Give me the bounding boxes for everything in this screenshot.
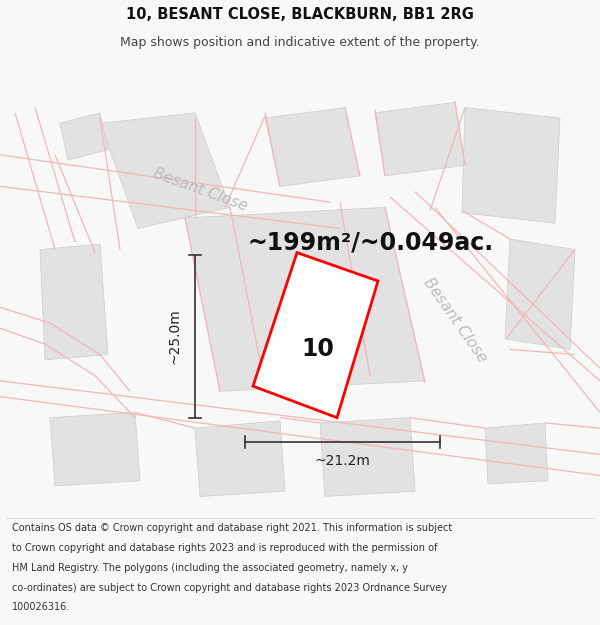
Polygon shape xyxy=(375,102,465,176)
Text: Besant Close: Besant Close xyxy=(421,275,490,365)
Polygon shape xyxy=(185,208,425,391)
Polygon shape xyxy=(462,107,560,223)
Text: ~199m²/~0.049ac.: ~199m²/~0.049ac. xyxy=(248,230,494,254)
Polygon shape xyxy=(60,113,108,160)
Text: HM Land Registry. The polygons (including the associated geometry, namely x, y: HM Land Registry. The polygons (includin… xyxy=(12,562,408,572)
Polygon shape xyxy=(265,107,360,186)
Polygon shape xyxy=(485,423,548,484)
Polygon shape xyxy=(320,418,415,496)
Text: 10, BESANT CLOSE, BLACKBURN, BB1 2RG: 10, BESANT CLOSE, BLACKBURN, BB1 2RG xyxy=(126,8,474,22)
Text: Map shows position and indicative extent of the property.: Map shows position and indicative extent… xyxy=(120,36,480,49)
Text: ~21.2m: ~21.2m xyxy=(314,454,370,468)
Polygon shape xyxy=(50,412,140,486)
Polygon shape xyxy=(253,253,378,418)
Text: Contains OS data © Crown copyright and database right 2021. This information is : Contains OS data © Crown copyright and d… xyxy=(12,523,452,533)
Text: Besant Close: Besant Close xyxy=(151,166,249,214)
Text: 10: 10 xyxy=(302,338,334,361)
Text: 100026316.: 100026316. xyxy=(12,602,70,612)
Text: to Crown copyright and database rights 2023 and is reproduced with the permissio: to Crown copyright and database rights 2… xyxy=(12,542,437,552)
Text: co-ordinates) are subject to Crown copyright and database rights 2023 Ordnance S: co-ordinates) are subject to Crown copyr… xyxy=(12,582,447,592)
Polygon shape xyxy=(505,239,575,349)
Polygon shape xyxy=(195,421,285,496)
Polygon shape xyxy=(100,113,230,228)
Text: ~25.0m: ~25.0m xyxy=(168,308,182,364)
Polygon shape xyxy=(40,244,108,360)
